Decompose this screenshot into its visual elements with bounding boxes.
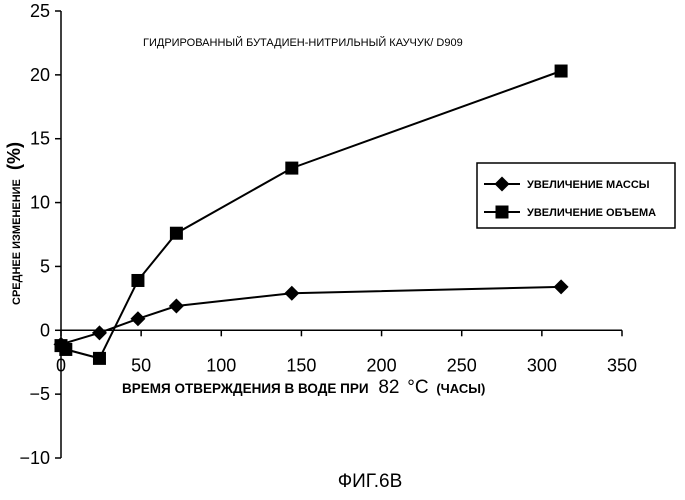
x-tick-label: 100 xyxy=(206,355,236,375)
x-tick-label: 250 xyxy=(447,355,477,375)
y-tick-label: 10 xyxy=(30,193,50,213)
y-axis-title-text: СРЕДНЕЕ ИЗМЕНЕНИЕ xyxy=(11,179,23,305)
y-axis xyxy=(55,11,61,458)
x-tick-label: 50 xyxy=(131,355,151,375)
legend-label: УВЕЛИЧЕНИЕ ОБЪЕМА xyxy=(527,207,656,219)
y-tick-label: −10 xyxy=(19,448,50,468)
x-axis xyxy=(61,330,622,336)
x-axis-title-unit: °C xyxy=(407,377,428,398)
chart-title: ГИДРИРОВАННЫЙ БУТАДИЕН-НИТРИЛЬНЫЙ КАУЧУК… xyxy=(143,36,463,49)
x-tick-label: 200 xyxy=(367,355,397,375)
square-marker xyxy=(285,162,298,175)
x-axis-title-temp: 82 xyxy=(378,377,399,398)
y-tick-label: 5 xyxy=(40,256,50,276)
y-tick-label: 20 xyxy=(30,65,50,85)
square-marker xyxy=(93,352,106,365)
y-tick-label: 15 xyxy=(30,129,50,149)
diamond-marker xyxy=(284,286,299,301)
square-marker xyxy=(555,65,568,78)
diamond-marker xyxy=(169,299,184,314)
square-marker xyxy=(59,343,72,356)
y-axis-title: СРЕДНЕЕ ИЗМЕНЕНИЕ (%) xyxy=(4,142,24,305)
x-axis-title-prefix: ВРЕМЯ ОТВЕРЖДЕНИЯ В ВОДЕ ПРИ xyxy=(122,381,369,396)
x-tick-labels: 0 50 100 150 200 250 300 350 xyxy=(56,355,637,375)
diamond-marker xyxy=(92,325,107,340)
square-marker xyxy=(170,227,183,240)
x-tick-label: 300 xyxy=(527,355,557,375)
legend-label: УВЕЛИЧЕНИЕ МАССЫ xyxy=(527,179,650,191)
x-tick-label: 150 xyxy=(286,355,316,375)
diamond-marker xyxy=(554,279,569,294)
x-axis-title: ВРЕМЯ ОТВЕРЖДЕНИЯ В ВОДЕ ПРИ 82 °C (ЧАСЫ… xyxy=(122,377,485,398)
diamond-marker xyxy=(130,311,145,326)
legend-square-marker xyxy=(496,206,509,219)
series-1 xyxy=(54,279,569,351)
x-tick-label: 350 xyxy=(607,355,637,375)
y-tick-label: −5 xyxy=(29,384,50,404)
figure-caption: ФИГ.6В xyxy=(338,471,403,492)
y-tick-label: 0 xyxy=(40,320,50,340)
y-tick-label: 25 xyxy=(30,1,50,21)
x-axis-title-suffix: (ЧАСЫ) xyxy=(436,381,485,396)
y-axis-title-unit: (%) xyxy=(4,142,24,170)
square-marker xyxy=(131,274,144,287)
legend: УВЕЛИЧЕНИЕ МАССЫ УВЕЛИЧЕНИЕ ОБЪЕМА xyxy=(477,163,675,228)
x-tick-label: 0 xyxy=(56,355,66,375)
y-tick-labels: −10 −5 0 5 10 15 20 25 xyxy=(19,1,50,468)
